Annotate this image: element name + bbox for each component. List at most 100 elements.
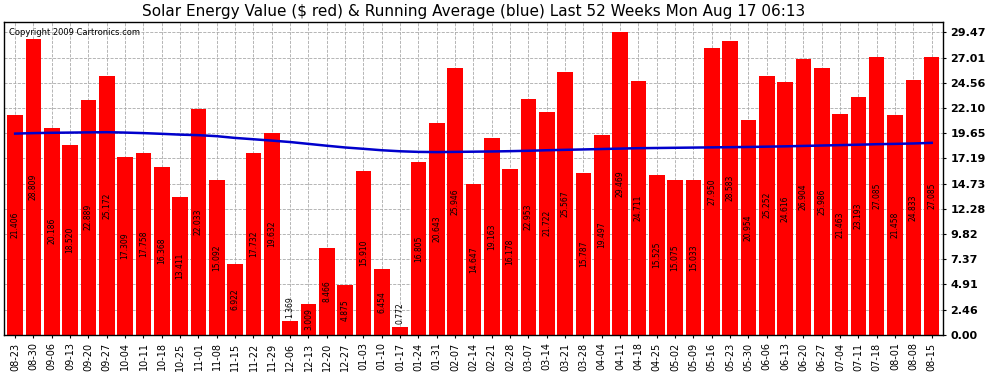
Bar	[575, 173, 591, 335]
Text: 19.163: 19.163	[487, 223, 496, 250]
Bar	[502, 169, 518, 335]
Text: 19.632: 19.632	[267, 221, 276, 247]
Text: 28.809: 28.809	[29, 174, 38, 200]
Bar	[723, 41, 738, 335]
Text: 24.616: 24.616	[780, 195, 790, 222]
Bar	[484, 138, 500, 335]
Bar	[887, 114, 903, 335]
Text: 4.875: 4.875	[341, 299, 349, 321]
Bar	[264, 133, 279, 335]
Text: 20.954: 20.954	[743, 214, 752, 241]
Bar	[814, 68, 830, 335]
Text: Copyright 2009 Cartronics.com: Copyright 2009 Cartronics.com	[9, 28, 140, 37]
Text: 16.368: 16.368	[157, 237, 166, 264]
Text: 29.469: 29.469	[616, 170, 625, 197]
Bar	[7, 115, 23, 335]
Bar	[447, 69, 463, 335]
Bar	[539, 112, 554, 335]
Text: 0.772: 0.772	[396, 302, 405, 324]
Bar	[392, 327, 408, 335]
Bar	[228, 264, 243, 335]
Bar	[612, 32, 628, 335]
Text: 25.252: 25.252	[762, 192, 771, 218]
Text: 6.922: 6.922	[231, 288, 240, 310]
Text: 17.309: 17.309	[121, 232, 130, 259]
Text: 8.466: 8.466	[323, 280, 332, 302]
Text: 17.758: 17.758	[139, 230, 148, 257]
Bar	[99, 76, 115, 335]
Bar	[319, 248, 335, 335]
Text: 1.369: 1.369	[286, 296, 295, 318]
Bar	[869, 57, 884, 335]
Text: 21.722: 21.722	[543, 210, 551, 237]
Bar	[777, 82, 793, 335]
Bar	[338, 285, 352, 335]
Text: 26.904: 26.904	[799, 183, 808, 210]
Bar	[411, 162, 427, 335]
Text: 25.567: 25.567	[560, 190, 569, 217]
Text: 15.910: 15.910	[359, 240, 368, 266]
Text: 22.953: 22.953	[524, 204, 533, 230]
Bar	[172, 197, 188, 335]
Text: 28.583: 28.583	[726, 175, 735, 201]
Title: Solar Energy Value ($ red) & Running Average (blue) Last 52 Weeks Mon Aug 17 06:: Solar Energy Value ($ red) & Running Ave…	[142, 4, 805, 19]
Text: 15.033: 15.033	[689, 244, 698, 271]
Bar	[26, 39, 42, 335]
Text: 21.458: 21.458	[891, 211, 900, 238]
Bar	[796, 58, 811, 335]
Bar	[594, 135, 610, 335]
Text: 15.525: 15.525	[652, 242, 661, 268]
Bar	[906, 80, 921, 335]
Bar	[62, 145, 78, 335]
Text: 24.833: 24.833	[909, 194, 918, 220]
Bar	[704, 48, 720, 335]
Bar	[686, 180, 701, 335]
Text: 3.009: 3.009	[304, 309, 313, 330]
Bar	[118, 157, 133, 335]
Bar	[301, 304, 316, 335]
Text: 27.950: 27.950	[707, 178, 716, 205]
Bar	[81, 100, 96, 335]
Bar	[191, 109, 206, 335]
Text: 16.805: 16.805	[414, 236, 423, 262]
Text: 23.193: 23.193	[853, 202, 863, 229]
Bar	[649, 176, 664, 335]
Text: 16.178: 16.178	[506, 238, 515, 265]
Bar	[924, 57, 940, 335]
Text: 15.092: 15.092	[212, 244, 222, 271]
Text: 25.986: 25.986	[817, 188, 827, 215]
Bar	[631, 81, 646, 335]
Text: 19.497: 19.497	[597, 221, 606, 248]
Bar	[429, 123, 445, 335]
Text: 25.946: 25.946	[450, 188, 459, 215]
Text: 21.463: 21.463	[836, 211, 844, 238]
Text: 15.075: 15.075	[670, 244, 679, 271]
Bar	[154, 167, 169, 335]
Bar	[850, 97, 866, 335]
Bar	[209, 180, 225, 335]
Text: 14.647: 14.647	[469, 246, 478, 273]
Bar	[282, 321, 298, 335]
Bar	[521, 99, 537, 335]
Text: 22.033: 22.033	[194, 209, 203, 235]
Text: 20.186: 20.186	[48, 218, 56, 244]
Text: 17.732: 17.732	[248, 231, 258, 257]
Bar	[246, 153, 261, 335]
Text: 15.787: 15.787	[579, 240, 588, 267]
Text: 24.711: 24.711	[634, 195, 643, 221]
Bar	[136, 153, 151, 335]
Bar	[355, 171, 371, 335]
Text: 18.520: 18.520	[65, 226, 74, 253]
Text: 13.411: 13.411	[175, 253, 185, 279]
Text: 25.172: 25.172	[102, 192, 111, 219]
Bar	[465, 184, 481, 335]
Text: 22.889: 22.889	[84, 204, 93, 231]
Bar	[667, 180, 683, 335]
Text: 21.406: 21.406	[11, 212, 20, 238]
Bar	[759, 76, 774, 335]
Text: 6.454: 6.454	[377, 291, 386, 313]
Bar	[741, 120, 756, 335]
Text: 20.643: 20.643	[433, 216, 442, 242]
Bar	[833, 114, 847, 335]
Text: 27.085: 27.085	[872, 183, 881, 209]
